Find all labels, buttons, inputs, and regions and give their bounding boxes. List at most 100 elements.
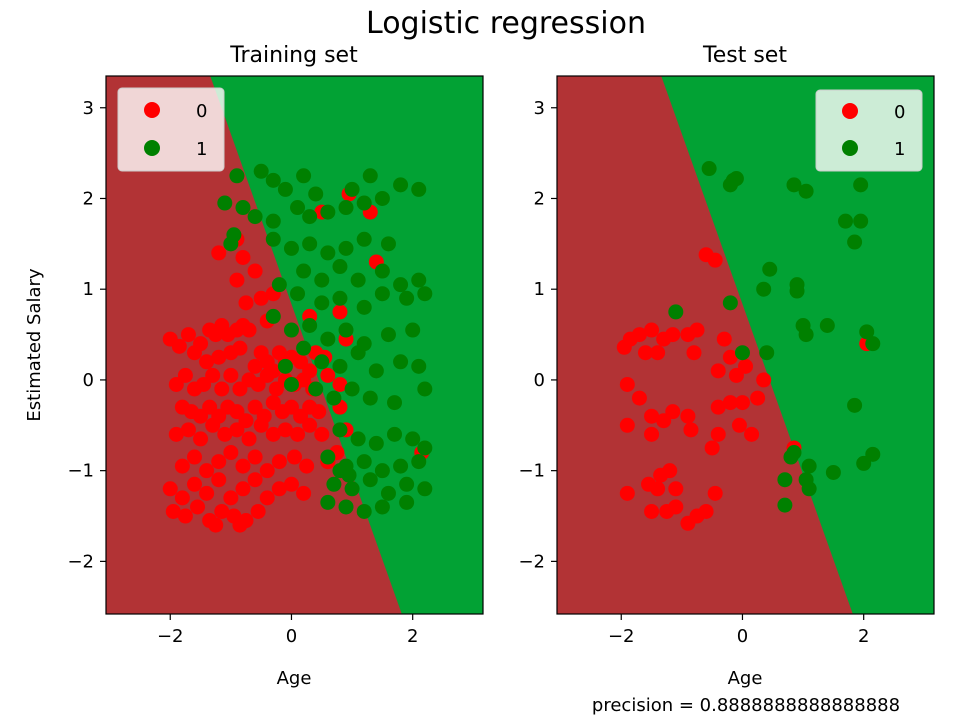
data-point-class-0 [680, 515, 696, 531]
data-point-class-1 [783, 449, 799, 465]
data-point-class-1 [393, 177, 409, 193]
data-point-class-1 [380, 485, 396, 501]
data-point-class-1 [762, 261, 778, 277]
data-point-class-1 [777, 497, 793, 513]
data-point-class-0 [744, 426, 760, 442]
data-point-class-0 [229, 404, 245, 420]
data-point-class-1 [308, 186, 324, 202]
data-point-class-0 [180, 327, 196, 343]
test-axes-frame [556, 75, 935, 615]
data-point-class-1 [320, 204, 336, 220]
data-point-class-0 [707, 252, 723, 268]
data-point-class-1 [341, 467, 357, 483]
data-point-class-1 [356, 503, 372, 519]
data-point-class-0 [196, 376, 212, 392]
data-point-class-0 [707, 485, 723, 501]
data-point-class-1 [798, 327, 814, 343]
data-point-class-0 [193, 408, 209, 424]
training-legend-label-1: 1 [196, 139, 207, 160]
data-point-class-1 [399, 494, 415, 510]
data-point-class-0 [296, 485, 312, 501]
data-point-class-0 [199, 463, 215, 479]
data-point-class-0 [211, 472, 227, 488]
data-point-class-0 [750, 390, 766, 406]
data-point-class-0 [174, 458, 190, 474]
data-point-class-0 [644, 322, 660, 338]
data-point-class-1 [338, 499, 354, 515]
data-point-class-1 [374, 463, 390, 479]
data-point-class-0 [199, 485, 215, 501]
data-point-class-0 [293, 408, 309, 424]
data-point-class-0 [259, 367, 275, 383]
data-point-class-1 [350, 272, 366, 288]
data-point-class-1 [226, 227, 242, 243]
data-point-class-0 [320, 367, 336, 383]
data-point-class-0 [259, 463, 275, 479]
data-point-class-0 [177, 508, 193, 524]
data-point-class-1 [356, 454, 372, 470]
y-tick-label: −1 [518, 461, 545, 482]
data-point-class-0 [296, 372, 312, 388]
data-point-class-0 [731, 417, 747, 433]
data-point-class-0 [268, 381, 284, 397]
data-point-class-0 [247, 472, 263, 488]
y-tick-label: 3 [534, 98, 545, 119]
data-point-class-0 [271, 454, 287, 470]
data-point-class-1 [344, 481, 360, 497]
data-point-class-0 [171, 338, 187, 354]
data-point-class-0 [722, 349, 738, 365]
y-tick-label: −2 [518, 551, 545, 572]
data-point-class-1 [320, 449, 336, 465]
data-point-class-0 [644, 408, 660, 424]
x-tick-label: −2 [157, 626, 184, 647]
data-point-class-1 [801, 481, 817, 497]
data-point-class-0 [247, 449, 263, 465]
data-point-class-0 [704, 440, 720, 456]
training-legend-marker-1 [144, 140, 160, 156]
data-point-class-0 [302, 417, 318, 433]
data-point-class-1 [265, 213, 281, 229]
data-point-class-1 [362, 472, 378, 488]
data-point-class-0 [665, 327, 681, 343]
data-point-class-1 [326, 390, 342, 406]
data-point-class-1 [368, 435, 384, 451]
data-point-class-1 [302, 317, 318, 333]
data-point-class-1 [825, 464, 841, 480]
class-0-region [106, 76, 402, 614]
data-point-class-0 [180, 422, 196, 438]
data-point-class-1 [399, 476, 415, 492]
data-point-class-0 [253, 290, 269, 306]
data-point-class-1 [734, 345, 750, 361]
training-y-ticks: −2 −1 0 1 2 3 [67, 98, 106, 572]
data-point-class-1 [387, 395, 403, 411]
data-point-class-0 [283, 399, 299, 415]
data-point-class-1 [338, 240, 354, 256]
y-tick-label: −2 [67, 551, 94, 572]
data-point-class-1 [417, 440, 433, 456]
data-point-class-1 [417, 481, 433, 497]
data-point-class-1 [296, 340, 312, 356]
data-point-class-1 [362, 390, 378, 406]
data-point-class-0 [232, 517, 248, 533]
data-point-class-1 [701, 161, 717, 177]
data-point-class-1 [314, 295, 330, 311]
x-tick-label: 2 [858, 626, 869, 647]
data-point-class-0 [722, 395, 738, 411]
data-point-class-1 [417, 286, 433, 302]
training-legend: 0 1 [117, 87, 225, 172]
data-point-class-1 [759, 345, 775, 361]
data-point-class-1 [722, 295, 738, 311]
data-point-class-1 [247, 209, 263, 225]
data-point-class-0 [174, 490, 190, 506]
data-point-class-0 [619, 417, 635, 433]
data-point-class-0 [223, 367, 239, 383]
data-point-class-1 [393, 354, 409, 370]
training-set-title: Training set [229, 43, 358, 68]
data-point-class-1 [728, 171, 744, 187]
x-tick-label: −2 [608, 626, 635, 647]
data-point-class-0 [186, 449, 202, 465]
data-point-class-0 [235, 481, 251, 497]
data-point-class-0 [265, 395, 281, 411]
data-point-class-0 [277, 422, 293, 438]
